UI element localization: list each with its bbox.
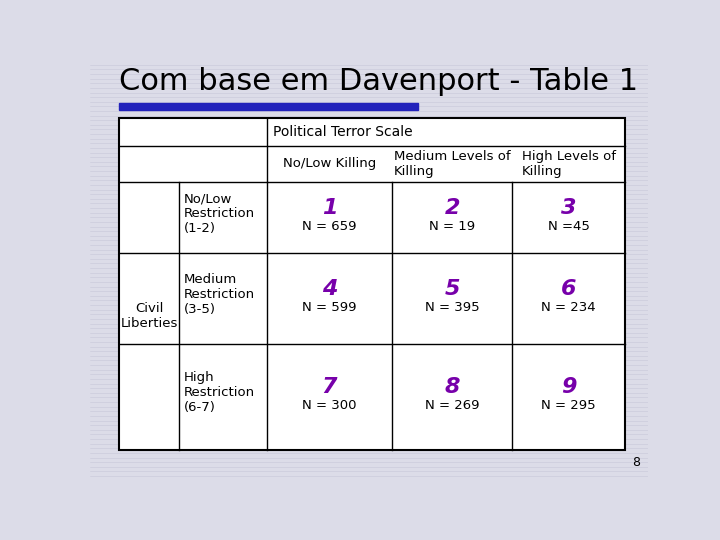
Text: N = 599: N = 599 xyxy=(302,301,356,314)
Text: N =45: N =45 xyxy=(548,220,590,233)
Text: N = 269: N = 269 xyxy=(425,400,480,413)
Text: Medium Levels of
Killing: Medium Levels of Killing xyxy=(394,150,510,178)
Text: 5: 5 xyxy=(444,279,460,299)
Text: N = 395: N = 395 xyxy=(425,301,480,314)
Text: Com base em Davenport - Table 1: Com base em Davenport - Table 1 xyxy=(120,66,639,96)
Text: Medium
Restriction
(3-5): Medium Restriction (3-5) xyxy=(184,273,255,316)
Text: N = 234: N = 234 xyxy=(541,301,596,314)
Text: 2: 2 xyxy=(444,198,460,218)
Text: 8: 8 xyxy=(444,377,460,397)
Text: No/Low
Restriction
(1-2): No/Low Restriction (1-2) xyxy=(184,192,255,235)
Text: High Levels of
Killing: High Levels of Killing xyxy=(521,150,616,178)
Text: 9: 9 xyxy=(561,377,576,397)
Text: 8: 8 xyxy=(632,456,640,469)
Bar xyxy=(120,118,625,450)
Text: 6: 6 xyxy=(561,279,576,299)
Text: N = 19: N = 19 xyxy=(429,220,475,233)
Text: N = 659: N = 659 xyxy=(302,220,356,233)
Text: 3: 3 xyxy=(561,198,576,218)
Text: High
Restriction
(6-7): High Restriction (6-7) xyxy=(184,372,255,414)
Text: 7: 7 xyxy=(322,377,337,397)
Text: 1: 1 xyxy=(322,198,337,218)
Text: No/Low Killing: No/Low Killing xyxy=(283,157,376,170)
Text: Civil
Liberties: Civil Liberties xyxy=(121,302,178,330)
Text: N = 295: N = 295 xyxy=(541,400,596,413)
Bar xyxy=(120,103,418,110)
Text: N = 300: N = 300 xyxy=(302,400,356,413)
Text: Political Terror Scale: Political Terror Scale xyxy=(273,125,413,139)
Text: 4: 4 xyxy=(322,279,337,299)
